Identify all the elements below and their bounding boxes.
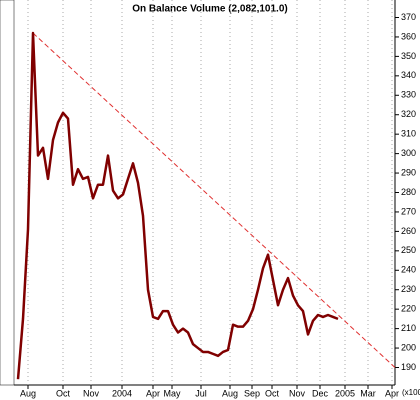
x-tick-label: Nov <box>289 388 306 398</box>
x-tick-label: Sep <box>244 388 260 398</box>
y-tick-label: 210 <box>401 323 416 333</box>
y-tick-label: 360 <box>401 31 416 41</box>
y-tick-label: 330 <box>401 90 416 100</box>
y-tick-label: 240 <box>401 265 416 275</box>
x-tick-label: Apr <box>146 388 160 398</box>
line-series <box>16 31 339 380</box>
y-tick-label: 370 <box>401 12 416 22</box>
x-tick-label: Jul <box>195 388 207 398</box>
y-tick-label: 280 <box>401 187 416 197</box>
y-tick-label: 320 <box>401 109 416 119</box>
y-tick-label: 300 <box>401 148 416 158</box>
x-tick-label: Aug <box>222 388 238 398</box>
chart-title: On Balance Volume (2,082,101.0) <box>132 4 287 15</box>
x-tick-label: Dec <box>312 388 329 398</box>
y-tick-label: 200 <box>401 342 416 352</box>
x-tick-label: May <box>163 388 181 398</box>
y-tick-label: 350 <box>401 51 416 61</box>
x-tick-label: Aug <box>20 388 36 398</box>
y-tick-label: 230 <box>401 284 416 294</box>
x-tick-label: Mar <box>360 388 376 398</box>
y-tick-label: 310 <box>401 129 416 139</box>
y-tick-label: 270 <box>401 206 416 216</box>
y-tick-label: 260 <box>401 226 416 236</box>
x-tick-label: Apr <box>385 388 399 398</box>
x-tick-label: Oct <box>265 388 280 398</box>
trendline <box>32 32 396 368</box>
y-tick-label: 250 <box>401 245 416 255</box>
x-tick-label: Nov <box>83 388 100 398</box>
y-tick-label: 190 <box>401 362 416 372</box>
x-tick-label: 2005 <box>335 388 355 398</box>
y-tick-label: 220 <box>401 304 416 314</box>
y-unit-label: (x1000) <box>402 388 420 397</box>
y-tick-label: 290 <box>401 167 416 177</box>
y-tick-label: 340 <box>401 70 416 80</box>
x-tick-label: Oct <box>56 388 71 398</box>
left-axis-strip <box>0 0 15 386</box>
x-tick-label: 2004 <box>112 388 132 398</box>
